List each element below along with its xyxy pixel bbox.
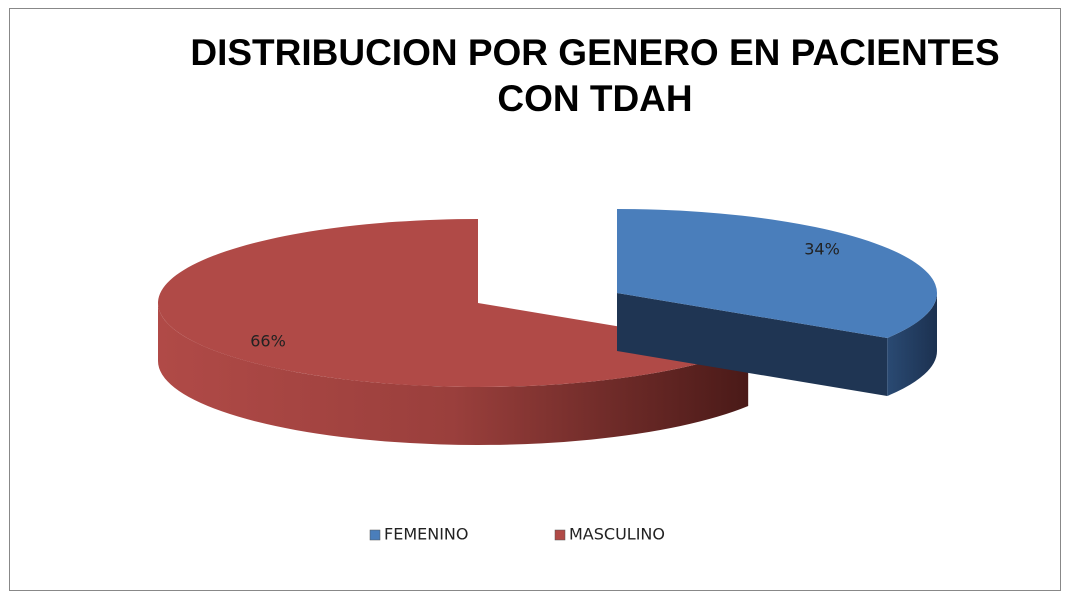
slice-side [887, 293, 938, 397]
slice-side [158, 303, 749, 446]
slice [158, 219, 749, 387]
slice [617, 209, 938, 339]
chart-frame [9, 8, 1061, 591]
legend-label: MASCULINO [569, 525, 665, 544]
legend-label: FEMENINO [384, 525, 468, 544]
slice-wall [617, 293, 888, 397]
chart-title: DISTRIBUCION POR GENERO EN PACIENTES CON… [190, 32, 1000, 119]
legend-swatch [554, 529, 566, 541]
data-label: 34% [804, 240, 840, 259]
legend-swatch [369, 529, 381, 541]
data-label: 66% [250, 332, 286, 351]
